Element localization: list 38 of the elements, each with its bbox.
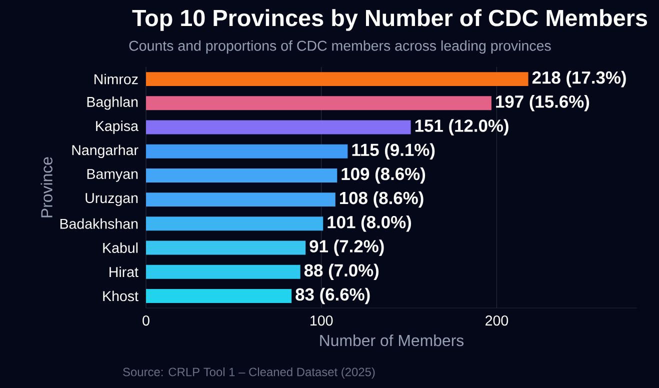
data-label: 115 (9.1%)	[352, 143, 435, 160]
data-label: 101 (8.0%)	[328, 216, 412, 232]
y-tick-label: Badakhshan	[60, 218, 138, 229]
bar	[146, 72, 528, 86]
x-tick-label: 200	[486, 316, 508, 326]
y-tick-label: Nimroz	[94, 74, 138, 84]
data-label: 197 (15.6%)	[496, 95, 590, 112]
data-label: 91 (7.2%)	[310, 240, 384, 256]
bar	[146, 120, 411, 134]
data-label: 88 (7.0%)	[304, 264, 379, 280]
y-tick-label: Hirat	[110, 266, 138, 278]
bar	[146, 240, 306, 255]
bar	[146, 96, 492, 110]
data-label: 218 (17.3%)	[532, 70, 626, 88]
chart-title: Top 10 Provinces by Number of CDC Members	[132, 9, 648, 31]
y-tick-label: Baghlan	[87, 96, 138, 110]
chart-subtitle: Counts and proportions of CDC members across leading provinces	[129, 40, 551, 54]
source-note: Source: CRLP Tool 1 – Cleaned Dataset (2025)	[123, 367, 375, 379]
bar	[146, 192, 336, 207]
data-label: 151 (12.0%)	[415, 119, 508, 136]
bar	[146, 144, 348, 158]
data-label: 109 (8.6%)	[342, 167, 426, 184]
y-tick-label: Bamyan	[87, 169, 138, 182]
y-tick-label: Kabul	[103, 242, 138, 253]
data-label: 108 (8.6%)	[340, 191, 424, 208]
y-tick-label: Kapisa	[96, 120, 138, 134]
data-label: 83 (6.6%)	[296, 288, 370, 304]
y-axis-title: Province	[40, 157, 52, 218]
y-tick-label: Uruzgan	[86, 193, 138, 206]
x-tick-label: 0	[142, 316, 150, 326]
bar	[146, 168, 338, 182]
bar	[146, 216, 324, 231]
bar	[146, 264, 300, 279]
y-tick-label: Khost	[103, 290, 138, 302]
x-tick-label: 100	[310, 316, 333, 326]
bar	[146, 288, 292, 303]
x-axis-title: Number of Members	[320, 334, 464, 346]
y-tick-label: Nangarhar	[72, 144, 138, 158]
